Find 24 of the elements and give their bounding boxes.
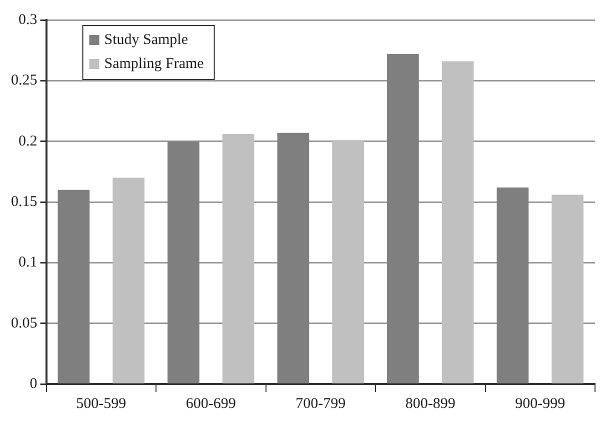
y-tick-label: 0.3: [18, 12, 38, 28]
legend-label: Sampling Frame: [104, 56, 204, 72]
bar: [222, 134, 254, 384]
bar: [387, 54, 419, 384]
y-tick-label: 0.25: [11, 72, 38, 89]
y-tick-label: 0: [30, 376, 38, 392]
bar: [168, 141, 200, 384]
x-tick-label: 500-599: [76, 396, 126, 412]
y-tick-label: 0.1: [18, 254, 38, 271]
y-tick-label: 0.05: [11, 315, 38, 332]
bar: [332, 140, 364, 384]
x-tick-label: 900-999: [515, 396, 566, 412]
y-tick-label: 0.2: [18, 133, 38, 150]
bar: [552, 194, 584, 384]
bar: [112, 178, 144, 384]
bar: [496, 187, 529, 384]
bar: [58, 190, 90, 384]
bar: [442, 61, 474, 384]
x-tick-label: 600-699: [186, 396, 236, 412]
x-tick-label: 700-799: [296, 396, 346, 412]
y-tick-label: 0.15: [11, 194, 38, 210]
bar: [277, 132, 310, 384]
x-tick-label: 800-899: [405, 396, 456, 412]
legend-label: Study Sample: [104, 32, 188, 48]
